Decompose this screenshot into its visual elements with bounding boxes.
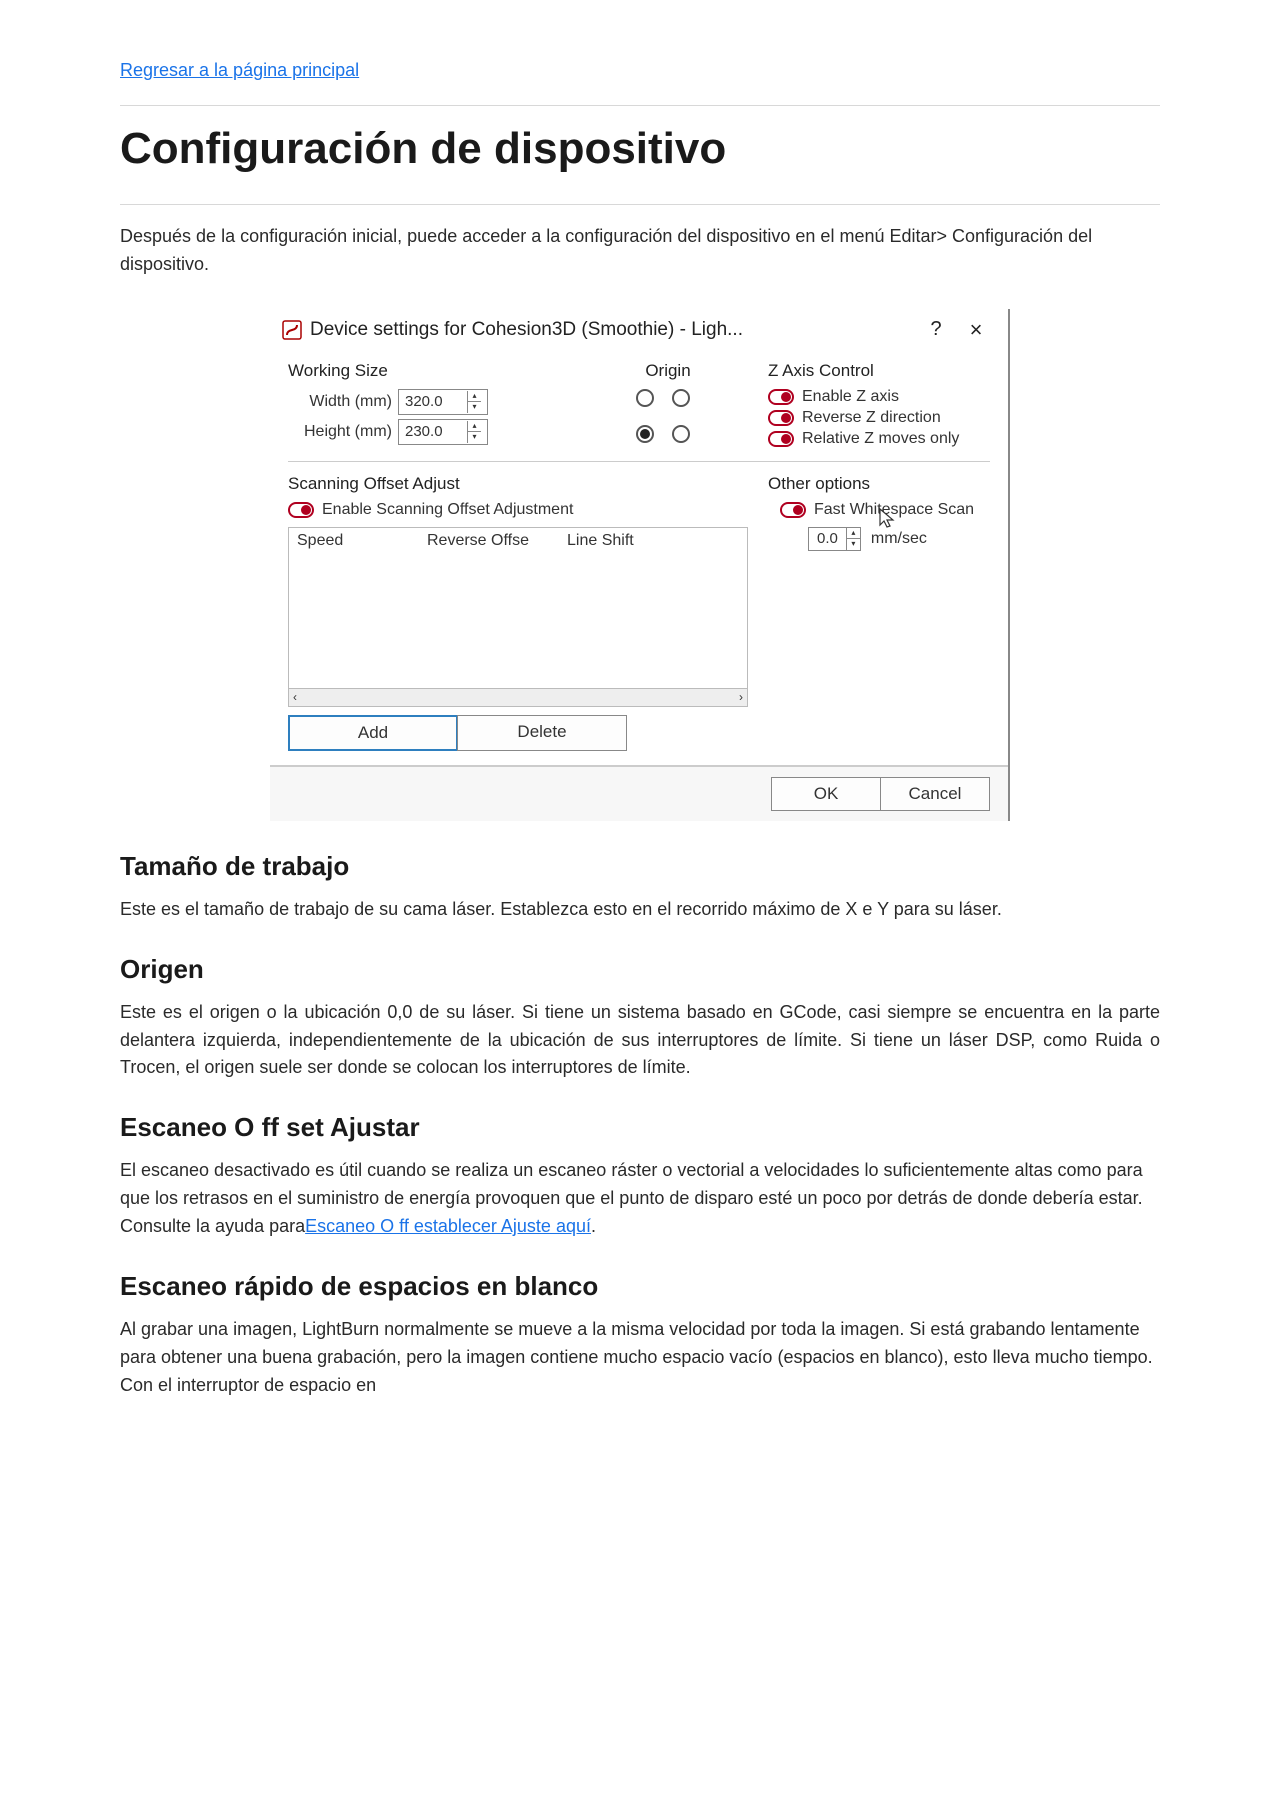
height-input[interactable]: 230.0 ▴▾ xyxy=(398,419,488,445)
height-value: 230.0 xyxy=(405,423,443,440)
cursor-icon xyxy=(878,507,898,529)
whitespace-speed-value: 0.0 xyxy=(809,530,846,547)
enable-z-toggle[interactable] xyxy=(768,389,794,405)
back-link[interactable]: Regresar a la página principal xyxy=(120,60,359,80)
whitespace-speed-unit: mm/sec xyxy=(871,530,927,548)
enable-scan-offset-label: Enable Scanning Offset Adjustment xyxy=(322,501,573,519)
working-size-heading: Tamaño de trabajo xyxy=(120,851,1160,882)
working-size-body: Este es el tamaño de trabajo de su cama … xyxy=(120,896,1160,924)
fast-whitespace-heading: Escaneo rápido de espacios en blanco xyxy=(120,1271,1160,1302)
relative-z-toggle[interactable] xyxy=(768,431,794,447)
add-button[interactable]: Add xyxy=(288,715,458,751)
width-stepper[interactable]: ▴▾ xyxy=(467,391,481,413)
scan-offset-body-post: . xyxy=(591,1216,596,1236)
help-button[interactable]: ? xyxy=(916,318,956,341)
origin-bottom-right[interactable] xyxy=(672,425,690,443)
scan-offset-label: Scanning Offset Adjust xyxy=(288,468,748,498)
dialog-title: Device settings for Cohesion3D (Smoothie… xyxy=(310,319,916,341)
z-axis-label: Z Axis Control xyxy=(768,355,990,385)
table-scrollbar[interactable]: ‹› xyxy=(289,688,747,706)
height-stepper[interactable]: ▴▾ xyxy=(467,421,481,443)
page-title: Configuración de dispositivo xyxy=(120,124,1160,174)
enable-scan-offset-toggle[interactable] xyxy=(288,502,314,518)
device-settings-dialog: Device settings for Cohesion3D (Smoothie… xyxy=(270,309,1010,821)
origin-body: Este es el origen o la ubicación 0,0 de … xyxy=(120,999,1160,1083)
enable-z-label: Enable Z axis xyxy=(802,388,899,406)
origin-top-right[interactable] xyxy=(672,389,690,407)
divider xyxy=(120,105,1160,106)
whitespace-speed-stepper[interactable]: ▴▾ xyxy=(846,528,860,550)
origin-bottom-left[interactable] xyxy=(636,425,654,443)
relative-z-label: Relative Z moves only xyxy=(802,430,959,448)
close-button[interactable]: × xyxy=(956,317,996,343)
app-icon xyxy=(282,320,302,340)
delete-button[interactable]: Delete xyxy=(457,715,627,751)
width-input[interactable]: 320.0 ▴▾ xyxy=(398,389,488,415)
other-options-label: Other options xyxy=(768,468,990,498)
reverse-z-toggle[interactable] xyxy=(768,410,794,426)
fast-whitespace-toggle[interactable] xyxy=(780,502,806,518)
width-label: Width (mm) xyxy=(288,393,398,411)
col-reverse: Reverse Offse xyxy=(427,532,567,550)
origin-top-left[interactable] xyxy=(636,389,654,407)
width-value: 320.0 xyxy=(405,393,443,410)
scan-offset-help-link[interactable]: Escaneo O ff establecer Ajuste aquí xyxy=(305,1216,591,1236)
scan-offset-heading: Escaneo O ff set Ajustar xyxy=(120,1112,1160,1143)
origin-heading: Origen xyxy=(120,954,1160,985)
scan-offset-table[interactable]: Speed Reverse Offse Line Shift ‹› xyxy=(288,527,748,707)
fast-whitespace-body: Al grabar una imagen, LightBurn normalme… xyxy=(120,1316,1160,1400)
height-label: Height (mm) xyxy=(288,423,398,441)
intro-text: Después de la configuración inicial, pue… xyxy=(120,223,1160,279)
divider xyxy=(120,204,1160,205)
ok-button[interactable]: OK xyxy=(771,777,881,811)
working-size-label: Working Size xyxy=(288,355,588,385)
col-speed: Speed xyxy=(297,532,427,550)
col-shift: Line Shift xyxy=(567,532,634,550)
scan-offset-body: El escaneo desactivado es útil cuando se… xyxy=(120,1157,1160,1241)
reverse-z-label: Reverse Z direction xyxy=(802,409,941,427)
scan-offset-body-pre: El escaneo desactivado es útil cuando se… xyxy=(120,1160,1143,1236)
cancel-button[interactable]: Cancel xyxy=(880,777,990,811)
origin-label: Origin xyxy=(588,355,748,385)
whitespace-speed-input[interactable]: 0.0 ▴▾ xyxy=(808,527,861,551)
